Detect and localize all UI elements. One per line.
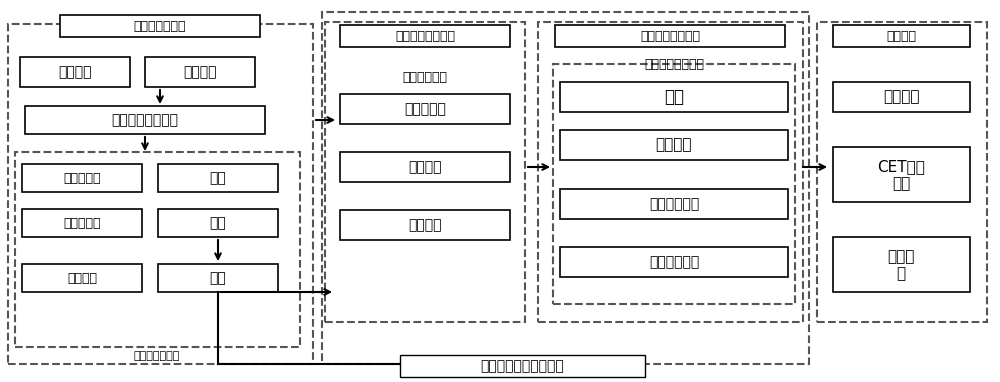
- Text: 密度: 密度: [210, 271, 226, 285]
- Text: 导热系数: 导热系数: [67, 272, 97, 285]
- Text: 结晶器传热: 结晶器传热: [404, 102, 446, 116]
- FancyBboxPatch shape: [340, 94, 510, 124]
- FancyBboxPatch shape: [833, 147, 970, 202]
- FancyBboxPatch shape: [560, 82, 788, 112]
- Text: 溶质扩散: 溶质扩散: [656, 138, 692, 152]
- FancyBboxPatch shape: [833, 25, 970, 47]
- FancyBboxPatch shape: [60, 15, 260, 37]
- Text: 宏观传热模型: 宏观传热模型: [402, 71, 448, 84]
- FancyBboxPatch shape: [25, 106, 265, 134]
- FancyBboxPatch shape: [560, 247, 788, 277]
- Text: 空冷传热: 空冷传热: [408, 218, 442, 232]
- Text: 宏观凝固传热计算: 宏观凝固传热计算: [395, 29, 455, 42]
- FancyBboxPatch shape: [400, 355, 645, 377]
- FancyBboxPatch shape: [22, 209, 142, 237]
- FancyBboxPatch shape: [158, 209, 278, 237]
- FancyBboxPatch shape: [158, 164, 278, 192]
- Text: 微观枝晶生长模型: 微观枝晶生长模型: [644, 58, 704, 71]
- Text: 冷却强度: 冷却强度: [58, 65, 92, 79]
- FancyBboxPatch shape: [833, 82, 970, 112]
- Text: 钢种成分: 钢种成分: [183, 65, 217, 79]
- Text: 潜热: 潜热: [210, 216, 226, 230]
- FancyBboxPatch shape: [158, 264, 278, 292]
- FancyBboxPatch shape: [340, 25, 510, 47]
- FancyBboxPatch shape: [340, 152, 510, 182]
- Text: 枝晶尖端过冷: 枝晶尖端过冷: [649, 197, 699, 211]
- Text: 液相线温度: 液相线温度: [63, 172, 101, 185]
- FancyBboxPatch shape: [833, 237, 970, 292]
- Text: 枝晶生长算法: 枝晶生长算法: [649, 255, 699, 269]
- FancyBboxPatch shape: [560, 189, 788, 219]
- FancyBboxPatch shape: [145, 57, 255, 87]
- FancyBboxPatch shape: [22, 164, 142, 192]
- Text: 比热: 比热: [210, 171, 226, 185]
- Text: CET转变
位置: CET转变 位置: [877, 159, 925, 191]
- Text: 等轴晶
率: 等轴晶 率: [887, 249, 915, 281]
- FancyBboxPatch shape: [560, 130, 788, 160]
- Text: 二冷传热: 二冷传热: [408, 160, 442, 174]
- FancyBboxPatch shape: [340, 210, 510, 240]
- Text: 晶粒尺寸: 晶粒尺寸: [883, 89, 919, 105]
- Text: 凝固组织生长计算: 凝固组织生长计算: [640, 29, 700, 42]
- FancyBboxPatch shape: [22, 264, 142, 292]
- Text: 形核: 形核: [664, 88, 684, 106]
- Text: 热物性参数计算: 热物性参数计算: [134, 19, 186, 32]
- FancyBboxPatch shape: [20, 57, 130, 87]
- Text: 结果输出: 结果输出: [886, 29, 916, 42]
- Text: 溶质微观偏析模型: 溶质微观偏析模型: [112, 113, 178, 127]
- Text: 钢种热物性参数: 钢种热物性参数: [134, 351, 180, 361]
- FancyBboxPatch shape: [555, 25, 785, 47]
- Text: 固相线温度: 固相线温度: [63, 217, 101, 230]
- Text: 宏微观多尺度数学模型: 宏微观多尺度数学模型: [480, 359, 564, 373]
